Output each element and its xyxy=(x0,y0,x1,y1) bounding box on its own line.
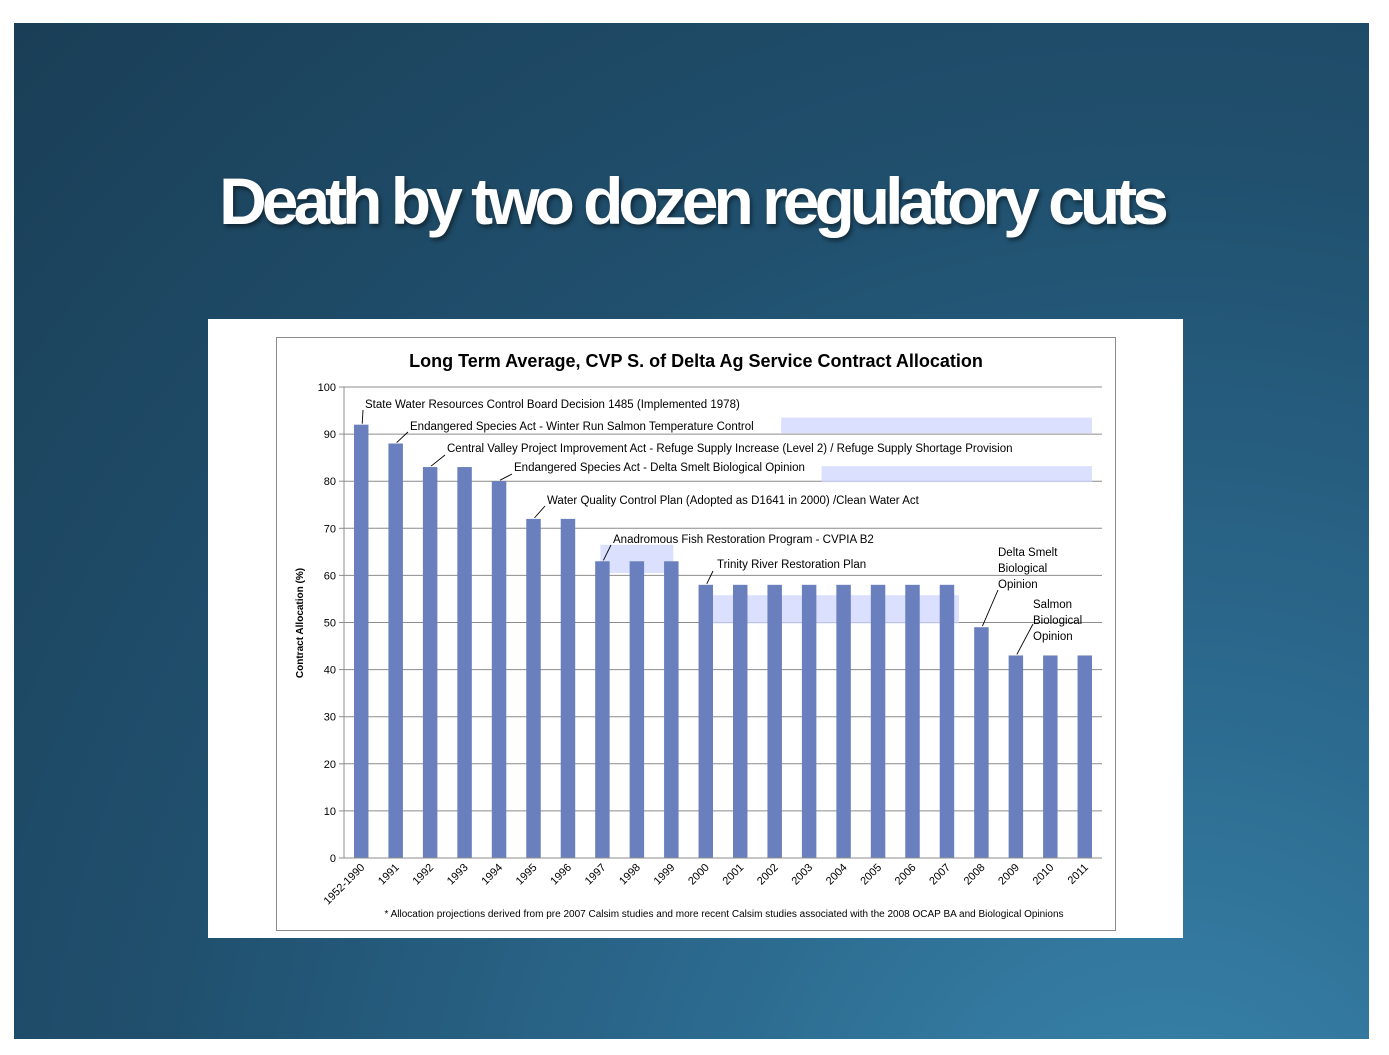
y-tick-label: 90 xyxy=(324,429,336,441)
bar-2008 xyxy=(974,627,989,858)
y-tick-label: 60 xyxy=(324,570,336,582)
bar-2010 xyxy=(1043,655,1058,858)
y-tick-label: 70 xyxy=(324,523,336,535)
y-tick-label: 80 xyxy=(324,476,336,488)
y-tick-label: 40 xyxy=(324,665,336,677)
bar-1998 xyxy=(629,561,645,858)
x-tick-label: 1998 xyxy=(617,862,643,888)
highlight-band xyxy=(821,466,1092,483)
bar-2007 xyxy=(939,584,955,858)
x-tick-label: 2003 xyxy=(789,862,815,888)
slide-title: Death by two dozen regulatory cuts xyxy=(219,164,1169,238)
y-tick-label: 10 xyxy=(324,806,336,818)
annotation-label: Water Quality Control Plan (Adopted as D… xyxy=(547,495,920,507)
bar-2002 xyxy=(767,584,782,858)
annotation-leader xyxy=(603,544,612,561)
y-axis-label: Contract Allocation (%) xyxy=(295,568,306,678)
annotation-leader xyxy=(981,589,999,627)
annotation-label: Salmon xyxy=(1033,599,1072,611)
x-tick-label: 1993 xyxy=(445,862,471,888)
bar-2000 xyxy=(698,584,714,858)
annotation-leader xyxy=(499,473,513,481)
bar-2004 xyxy=(836,584,851,858)
annotation-label: Opinion xyxy=(1033,631,1073,643)
x-tick-label: 2000 xyxy=(686,862,712,888)
y-tick-label: 0 xyxy=(330,853,336,865)
annotation-label: Delta Smelt xyxy=(998,547,1058,559)
annotation-leader xyxy=(396,431,409,443)
bar-2005 xyxy=(870,584,886,858)
bar-1999 xyxy=(664,561,679,858)
bar-2001 xyxy=(732,584,748,858)
annotation-label: Anadromous Fish Restoration Program - CV… xyxy=(613,534,874,546)
x-tick-label: 2006 xyxy=(893,862,919,888)
x-tick-label: 1994 xyxy=(479,862,505,888)
chart-frame: Long Term Average, CVP S. of Delta Ag Se… xyxy=(276,337,1116,931)
x-tick-label: 1996 xyxy=(548,862,574,888)
bar-1995 xyxy=(526,518,541,858)
annotation-leader xyxy=(361,409,364,424)
x-tick-label: 1991 xyxy=(376,862,402,888)
bar-1993 xyxy=(457,467,472,858)
annotation-label: Biological xyxy=(1033,615,1082,627)
y-tick-label: 20 xyxy=(324,759,336,771)
annotation-leader xyxy=(1016,623,1034,655)
bar-1952-1990 xyxy=(353,424,369,858)
x-tick-label: 2009 xyxy=(996,862,1022,888)
annotation-label: Endangered Species Act - Winter Run Salm… xyxy=(410,421,754,433)
slide-background: Death by two dozen regulatory cuts Long … xyxy=(14,23,1369,1039)
annotation-label: Trinity River Restoration Plan xyxy=(717,559,866,571)
x-tick-label: 2004 xyxy=(824,862,850,888)
y-tick-label: 50 xyxy=(324,618,336,630)
bar-1996 xyxy=(560,518,576,858)
bar-2009 xyxy=(1008,655,1024,858)
y-tick-label: 30 xyxy=(324,712,336,724)
bar-2003 xyxy=(801,584,817,858)
bar-1994 xyxy=(491,481,507,858)
bar-1991 xyxy=(388,443,403,858)
x-tick-label: 2007 xyxy=(927,862,953,888)
bar-2006 xyxy=(905,584,920,858)
chart-title: Long Term Average, CVP S. of Delta Ag Se… xyxy=(409,351,983,371)
bar-1992 xyxy=(422,467,438,858)
bar-chart: Long Term Average, CVP S. of Delta Ag Se… xyxy=(295,351,1102,920)
x-tick-label: 1999 xyxy=(652,862,678,888)
x-tick-label: 2011 xyxy=(1066,862,1091,887)
highlight-band xyxy=(781,417,1092,434)
x-tick-label: 2001 xyxy=(721,862,747,888)
bar-2011 xyxy=(1077,655,1093,858)
annotation-leader xyxy=(534,505,546,519)
chart-card: Long Term Average, CVP S. of Delta Ag Se… xyxy=(208,319,1183,938)
x-tick-label: 1995 xyxy=(514,862,540,888)
x-tick-label: 2005 xyxy=(858,862,884,888)
x-tick-label: 1997 xyxy=(583,862,609,888)
annotation-leader xyxy=(430,454,446,467)
annotation-label: Central Valley Project Improvement Act -… xyxy=(447,443,1013,455)
annotation-label: Endangered Species Act - Delta Smelt Bio… xyxy=(514,462,805,474)
x-tick-label: 1992 xyxy=(410,862,436,888)
annotation-label: Opinion xyxy=(998,579,1038,591)
annotation-leader xyxy=(706,570,714,585)
bar-1997 xyxy=(595,561,610,858)
annotation-label: State Water Resources Control Board Deci… xyxy=(365,399,740,411)
x-tick-label: 1952-1990 xyxy=(322,862,368,908)
chart-footnote: * Allocation projections derived from pr… xyxy=(384,909,1063,920)
x-tick-label: 2010 xyxy=(1031,862,1057,888)
y-tick-label: 100 xyxy=(318,382,336,394)
x-tick-label: 2008 xyxy=(962,862,988,888)
x-tick-label: 2002 xyxy=(755,862,781,888)
annotation-label: Biological xyxy=(998,563,1047,575)
